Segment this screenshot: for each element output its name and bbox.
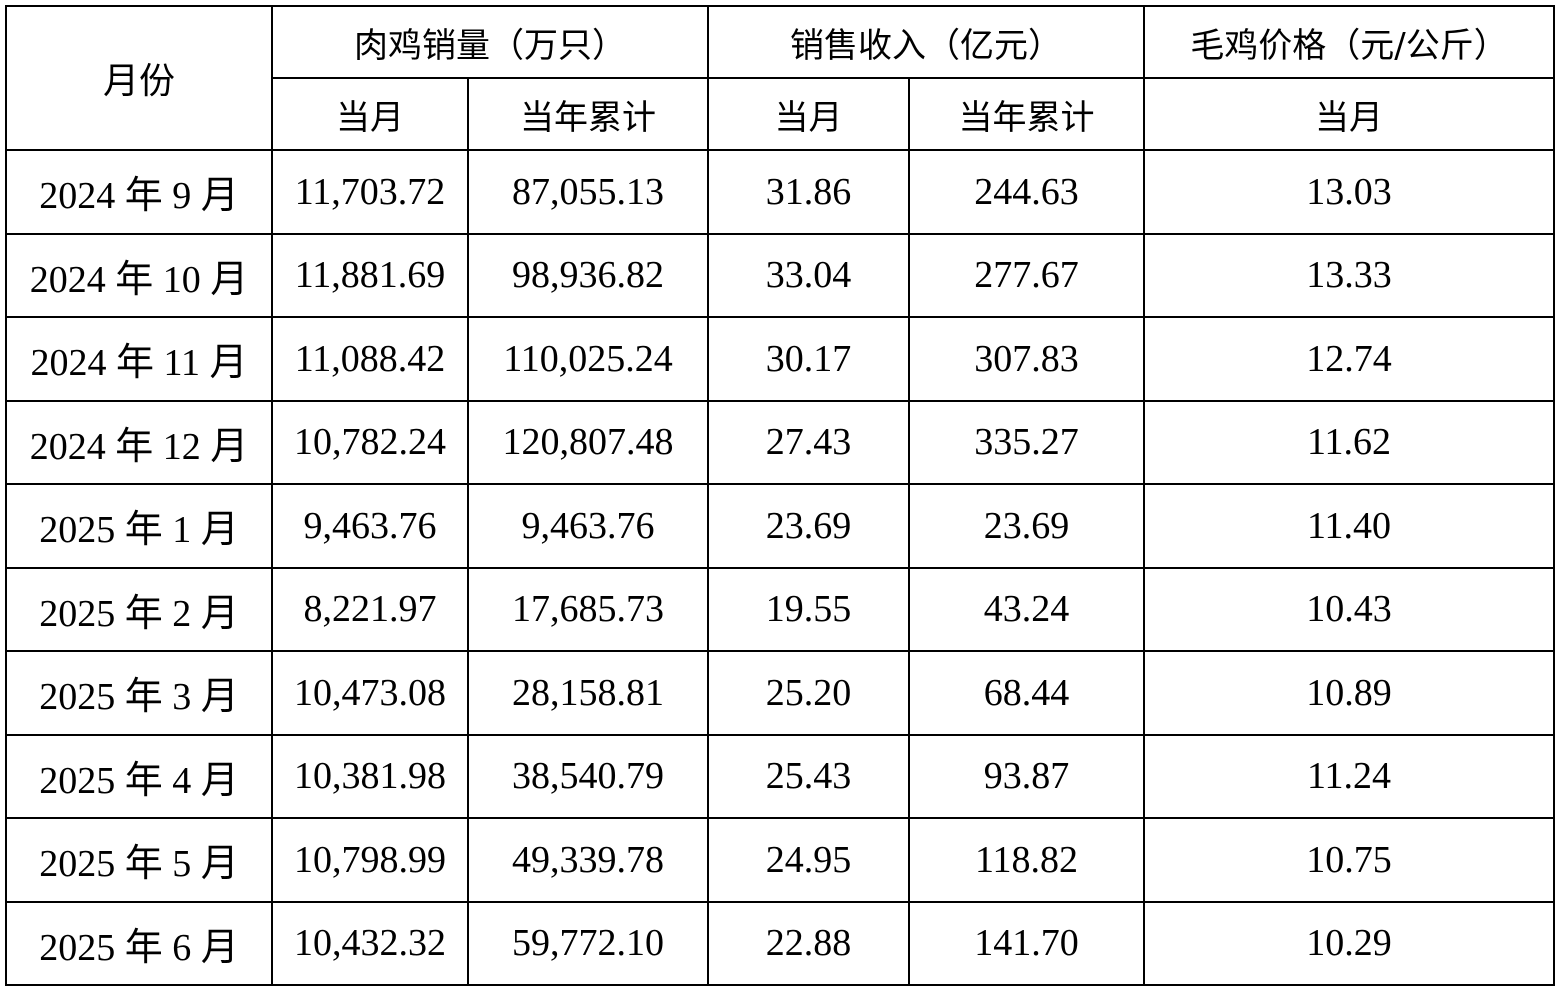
- volume-cumulative-cell: 120,807.48: [467, 399, 709, 485]
- header-volume-current: 当月: [271, 77, 469, 151]
- revenue-cumulative-cell: 335.27: [908, 399, 1145, 485]
- price-current-cell: 10.43: [1143, 566, 1555, 652]
- revenue-current-cell: 25.43: [707, 733, 910, 819]
- volume-current-cell: 9,463.76: [271, 483, 469, 569]
- revenue-cumulative-cell: 141.70: [908, 900, 1145, 986]
- revenue-cumulative-cell: 118.82: [908, 817, 1145, 903]
- price-current-cell: 10.29: [1143, 900, 1555, 986]
- header-sales-volume: 肉鸡销量（万只）: [271, 5, 709, 79]
- revenue-current-cell: 19.55: [707, 566, 910, 652]
- revenue-current-cell: 30.17: [707, 316, 910, 402]
- revenue-cumulative-cell: 244.63: [908, 149, 1145, 235]
- price-current-cell: 12.74: [1143, 316, 1555, 402]
- price-current-cell: 11.24: [1143, 733, 1555, 819]
- month-cell: 2025 年 3 月: [5, 650, 273, 736]
- revenue-cumulative-cell: 277.67: [908, 232, 1145, 318]
- table-row: 2024 年 11 月 11,088.42 110,025.24 30.17 307.8…: [5, 316, 1555, 402]
- month-cell: 2025 年 2 月: [5, 566, 273, 652]
- volume-current-cell: 10,432.32: [271, 900, 469, 986]
- volume-current-cell: 10,473.08: [271, 650, 469, 736]
- header-row-1: 月份 肉鸡销量（万只） 销售收入（亿元） 毛鸡价格（元/公斤）: [5, 5, 1555, 151]
- month-cell: 2025 年 4 月: [5, 733, 273, 819]
- table-row: 2025 年 5 月 10,798.99 49,339.78 24.95 118.82 1…: [5, 817, 1555, 903]
- month-cell: 2024 年 11 月: [5, 316, 273, 402]
- table-row: 2025 年 3 月 10,473.08 28,158.81 25.20 68.44 10…: [5, 650, 1555, 736]
- revenue-current-cell: 33.04: [707, 232, 910, 318]
- revenue-cumulative-cell: 23.69: [908, 483, 1145, 569]
- volume-cumulative-cell: 38,540.79: [467, 733, 709, 819]
- revenue-cumulative-cell: 307.83: [908, 316, 1145, 402]
- volume-current-cell: 11,881.69: [271, 232, 469, 318]
- header-volume-cumulative: 当年累计: [467, 77, 709, 151]
- header-revenue-current: 当月: [707, 77, 910, 151]
- broiler-sales-table: 月份 肉鸡销量（万只） 销售收入（亿元） 毛鸡价格（元/公斤） 当月 当年累计 …: [5, 5, 1555, 986]
- price-current-cell: 11.62: [1143, 399, 1555, 485]
- volume-current-cell: 10,381.98: [271, 733, 469, 819]
- price-current-cell: 13.03: [1143, 149, 1555, 235]
- volume-cumulative-cell: 17,685.73: [467, 566, 709, 652]
- revenue-cumulative-cell: 68.44: [908, 650, 1145, 736]
- volume-current-cell: 10,782.24: [271, 399, 469, 485]
- revenue-current-cell: 31.86: [707, 149, 910, 235]
- volume-cumulative-cell: 87,055.13: [467, 149, 709, 235]
- volume-cumulative-cell: 9,463.76: [467, 483, 709, 569]
- volume-cumulative-cell: 28,158.81: [467, 650, 709, 736]
- volume-cumulative-cell: 59,772.10: [467, 900, 709, 986]
- volume-cumulative-cell: 110,025.24: [467, 316, 709, 402]
- price-current-cell: 10.89: [1143, 650, 1555, 736]
- header-price-current: 当月: [1143, 77, 1555, 151]
- volume-current-cell: 11,703.72: [271, 149, 469, 235]
- revenue-current-cell: 23.69: [707, 483, 910, 569]
- revenue-cumulative-cell: 93.87: [908, 733, 1145, 819]
- volume-cumulative-cell: 49,339.78: [467, 817, 709, 903]
- header-broiler-price: 毛鸡价格（元/公斤）: [1143, 5, 1555, 79]
- month-cell: 2025 年 1 月: [5, 483, 273, 569]
- revenue-current-cell: 25.20: [707, 650, 910, 736]
- volume-current-cell: 11,088.42: [271, 316, 469, 402]
- header-month: 月份: [5, 5, 273, 151]
- header-sales-revenue: 销售收入（亿元）: [707, 5, 1145, 79]
- price-current-cell: 13.33: [1143, 232, 1555, 318]
- month-cell: 2025 年 5 月: [5, 817, 273, 903]
- volume-cumulative-cell: 98,936.82: [467, 232, 709, 318]
- month-cell: 2024 年 9 月: [5, 149, 273, 235]
- table-row: 2025 年 2 月 8,221.97 17,685.73 19.55 43.24 10.…: [5, 566, 1555, 652]
- price-current-cell: 11.40: [1143, 483, 1555, 569]
- table-row: 2024 年 10 月 11,881.69 98,936.82 33.04 277.67…: [5, 232, 1555, 318]
- month-cell: 2025 年 6 月: [5, 900, 273, 986]
- volume-current-cell: 10,798.99: [271, 817, 469, 903]
- revenue-current-cell: 27.43: [707, 399, 910, 485]
- price-current-cell: 10.75: [1143, 817, 1555, 903]
- month-cell: 2024 年 10 月: [5, 232, 273, 318]
- header-row-2: 当月 当年累计 当月 当年累计 当月: [6, 77, 1555, 151]
- revenue-current-cell: 24.95: [707, 817, 910, 903]
- table-body: 2024 年 9 月 11,703.72 87,055.13 31.86 244.63 1…: [5, 149, 1555, 986]
- volume-current-cell: 8,221.97: [271, 566, 469, 652]
- header-revenue-cumulative: 当年累计: [908, 77, 1145, 151]
- table-row: 2024 年 9 月 11,703.72 87,055.13 31.86 244.63 1…: [5, 149, 1555, 235]
- table-row: 2024 年 12 月 10,782.24 120,807.48 27.43 335.2…: [5, 399, 1555, 485]
- table-row: 2025 年 1 月 9,463.76 9,463.76 23.69 23.69 11.4…: [5, 483, 1555, 569]
- table-row: 2025 年 6 月 10,432.32 59,772.10 22.88 141.70 1…: [5, 900, 1555, 986]
- table-row: 2025 年 4 月 10,381.98 38,540.79 25.43 93.87 11…: [5, 733, 1555, 819]
- revenue-cumulative-cell: 43.24: [908, 566, 1145, 652]
- revenue-current-cell: 22.88: [707, 900, 910, 986]
- month-cell: 2024 年 12 月: [5, 399, 273, 485]
